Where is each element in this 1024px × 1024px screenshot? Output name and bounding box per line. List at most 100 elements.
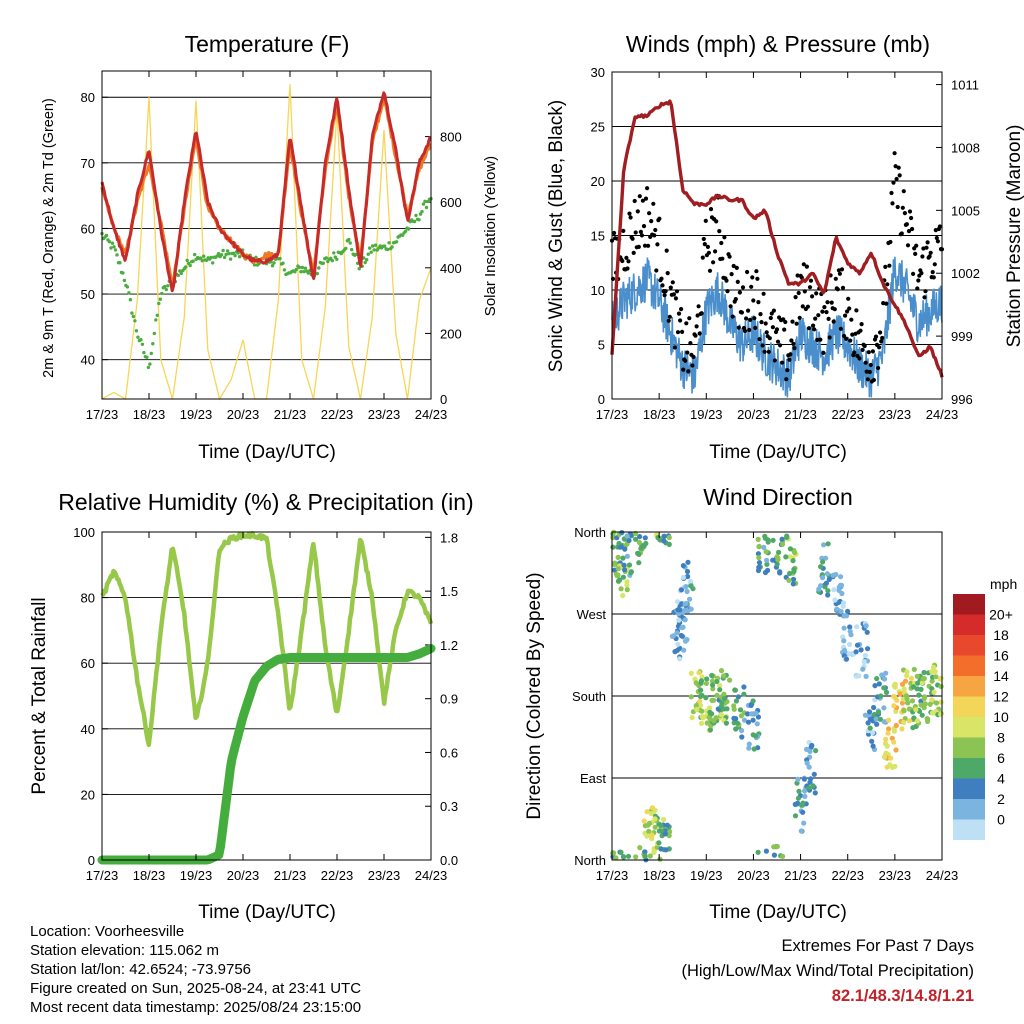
gust-point <box>706 250 712 255</box>
direction-point <box>830 572 836 579</box>
dir-y-tick-label: East <box>580 771 606 786</box>
gust-point <box>708 207 714 212</box>
dewpoint-point <box>372 248 376 252</box>
gust-point <box>849 317 854 322</box>
legend-label: 4 <box>997 771 1005 787</box>
gust-point <box>884 301 889 306</box>
direction-point <box>906 706 912 712</box>
dewpoint-point <box>163 284 167 289</box>
direction-point <box>723 720 730 726</box>
dewpoint-point <box>155 313 159 317</box>
direction-point <box>724 706 730 712</box>
gust-point <box>720 256 725 261</box>
direction-point <box>685 559 691 565</box>
dewpoint-point <box>188 263 192 268</box>
gust-point <box>910 226 915 232</box>
gust-point <box>888 239 893 245</box>
direction-point <box>624 579 630 585</box>
gust-point <box>758 312 763 317</box>
gust-point <box>690 363 695 368</box>
direction-point <box>779 541 786 547</box>
direction-point <box>899 726 905 732</box>
direction-point <box>699 720 705 727</box>
direction-point <box>900 696 906 702</box>
dewpoint-point <box>368 246 372 250</box>
rh-x-tick-label: 21/23 <box>274 868 307 883</box>
direction-point <box>931 689 937 695</box>
direction-point <box>786 577 792 583</box>
rh-y2-tick-label: 1.5 <box>440 584 458 599</box>
gust-point <box>870 349 876 354</box>
direction-point <box>787 554 793 560</box>
direction-point <box>741 717 748 723</box>
dewpoint-point <box>107 240 112 244</box>
direction-point <box>636 560 642 566</box>
direction-point <box>839 590 845 597</box>
dewpoint-point <box>139 338 143 342</box>
direction-point <box>648 810 655 817</box>
gust-point <box>651 201 656 206</box>
direction-point <box>930 664 937 671</box>
gust-point <box>880 335 885 341</box>
gust-point <box>653 227 658 233</box>
direction-point <box>834 606 840 612</box>
gust-point <box>790 319 795 324</box>
direction-point <box>879 672 885 678</box>
direction-point <box>893 747 899 753</box>
dewpoint-point <box>148 362 152 366</box>
direction-point <box>661 538 667 544</box>
gust-point <box>649 219 654 224</box>
gust-point <box>845 309 850 314</box>
direction-point <box>628 569 635 575</box>
direction-point <box>891 739 897 745</box>
wind-y-tick-label: 10 <box>591 283 605 298</box>
dewpoint-point <box>121 271 125 275</box>
gust-point <box>807 285 813 290</box>
direction-point <box>657 856 663 862</box>
direction-point <box>929 678 935 684</box>
temperature-y-label: 2m & 9m T (Red, Orange) & 2m Td (Green) <box>41 98 57 378</box>
dewpoint-point <box>420 209 424 214</box>
dewpoint-point <box>418 212 423 216</box>
gust-point <box>885 282 890 287</box>
gust-point <box>737 290 743 295</box>
pressure-series-line <box>610 99 944 378</box>
dewpoint-point <box>394 240 399 244</box>
legend-swatch <box>953 676 985 697</box>
dewpoint-point <box>122 278 127 283</box>
direction-point <box>642 535 648 541</box>
gust-point <box>750 275 755 280</box>
gust-point <box>751 298 756 303</box>
rh-series-line <box>100 531 434 748</box>
wind-x-tick-label: 19/23 <box>690 407 723 422</box>
gust-point <box>624 255 629 260</box>
rh-y2-tick-label: 0.3 <box>440 799 458 814</box>
direction-point <box>825 588 831 594</box>
temp-y-tick-label: 60 <box>81 221 95 236</box>
direction-point <box>842 647 848 653</box>
gust-point <box>633 230 638 235</box>
direction-point <box>755 536 761 543</box>
gust-point <box>642 243 648 248</box>
direction-point <box>847 624 853 630</box>
gust-point <box>822 305 827 310</box>
dir-x-tick-label: 21/23 <box>784 868 817 883</box>
gust-point <box>794 321 799 326</box>
gust-point <box>688 341 693 346</box>
wind-y-tick-label: 25 <box>591 120 605 135</box>
direction-point <box>824 571 830 577</box>
direction-point <box>721 673 727 679</box>
dir-y-tick-label: North <box>574 853 606 868</box>
dewpoint-point <box>424 205 429 210</box>
direction-point <box>663 847 669 853</box>
gust-point <box>927 254 932 259</box>
dir-x-tick-label: 23/23 <box>879 868 912 883</box>
gust-point <box>835 287 840 292</box>
gust-point <box>764 330 769 335</box>
temp-y2-tick-label: 800 <box>440 130 462 145</box>
direction-point <box>733 698 740 704</box>
dewpoint-point <box>128 298 133 302</box>
direction-point <box>765 537 771 543</box>
direction-point <box>911 666 917 673</box>
direction-point <box>823 580 830 586</box>
